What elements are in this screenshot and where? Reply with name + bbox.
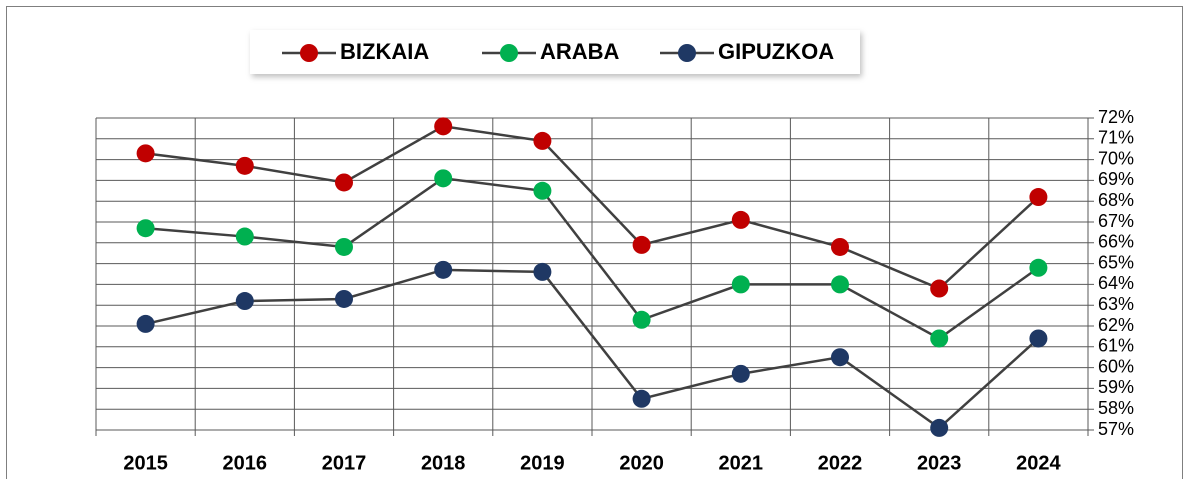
point <box>235 227 254 246</box>
point <box>731 364 750 383</box>
point <box>930 329 949 348</box>
point <box>434 117 453 136</box>
point <box>731 275 750 294</box>
series-line <box>145 125 1040 291</box>
point <box>235 156 254 175</box>
series-line <box>145 268 1040 430</box>
y-tick-label: 59% <box>1098 377 1134 397</box>
legend-marker <box>500 44 518 62</box>
point <box>136 219 155 238</box>
point <box>434 260 453 279</box>
point <box>335 237 353 256</box>
point <box>136 314 155 333</box>
x-tick-label: 2015 <box>123 452 168 474</box>
point <box>136 144 155 163</box>
y-tick-label: 71% <box>1098 128 1134 148</box>
y-tick-label: 62% <box>1098 315 1134 335</box>
point <box>1029 329 1048 348</box>
legend-marker <box>678 44 696 62</box>
point <box>930 418 949 437</box>
y-tick-label: 58% <box>1098 398 1134 418</box>
y-tick-label: 69% <box>1098 169 1134 189</box>
y-tick-label: 66% <box>1098 232 1134 252</box>
point <box>335 289 353 308</box>
y-tick-label: 57% <box>1098 419 1134 439</box>
point <box>831 275 849 294</box>
frame <box>6 6 1183 479</box>
x-tick-label: 2024 <box>1016 452 1061 474</box>
point <box>533 181 552 200</box>
point <box>533 131 552 150</box>
series-line <box>145 177 1040 340</box>
point <box>235 292 254 311</box>
y-tick-label: 63% <box>1098 294 1134 314</box>
legend-label: BIZKAIA <box>340 39 429 64</box>
point <box>1029 258 1048 277</box>
point <box>831 348 849 367</box>
point <box>533 262 552 281</box>
x-tick-label: 2018 <box>421 452 466 474</box>
x-tick-label: 2023 <box>917 452 962 474</box>
point <box>831 237 849 256</box>
point <box>930 279 949 298</box>
y-tick-label: 65% <box>1098 252 1134 272</box>
point <box>1029 188 1048 207</box>
legend-marker <box>300 44 318 62</box>
point <box>632 310 651 329</box>
y-tick-label: 70% <box>1098 148 1134 168</box>
y-tick-label: 61% <box>1098 336 1134 356</box>
x-tick-label: 2017 <box>322 452 367 474</box>
point <box>731 210 750 229</box>
y-tick-label: 60% <box>1098 356 1134 376</box>
point <box>632 235 651 254</box>
point <box>632 389 651 408</box>
y-tick-label: 64% <box>1098 273 1134 293</box>
point <box>434 169 453 188</box>
legend-box <box>250 30 860 74</box>
legend-label: ARABA <box>540 39 620 64</box>
x-tick-label: 2020 <box>619 452 664 474</box>
y-tick-label: 67% <box>1098 211 1134 231</box>
x-tick-label: 2022 <box>818 452 863 474</box>
y-tick-label: 72% <box>1098 107 1134 127</box>
y-tick-label: 68% <box>1098 190 1134 210</box>
legend-label: GIPUZKOA <box>718 39 834 64</box>
x-tick-label: 2021 <box>719 452 764 474</box>
x-tick-label: 2016 <box>223 452 268 474</box>
point <box>335 173 353 192</box>
x-tick-label: 2019 <box>520 452 565 474</box>
